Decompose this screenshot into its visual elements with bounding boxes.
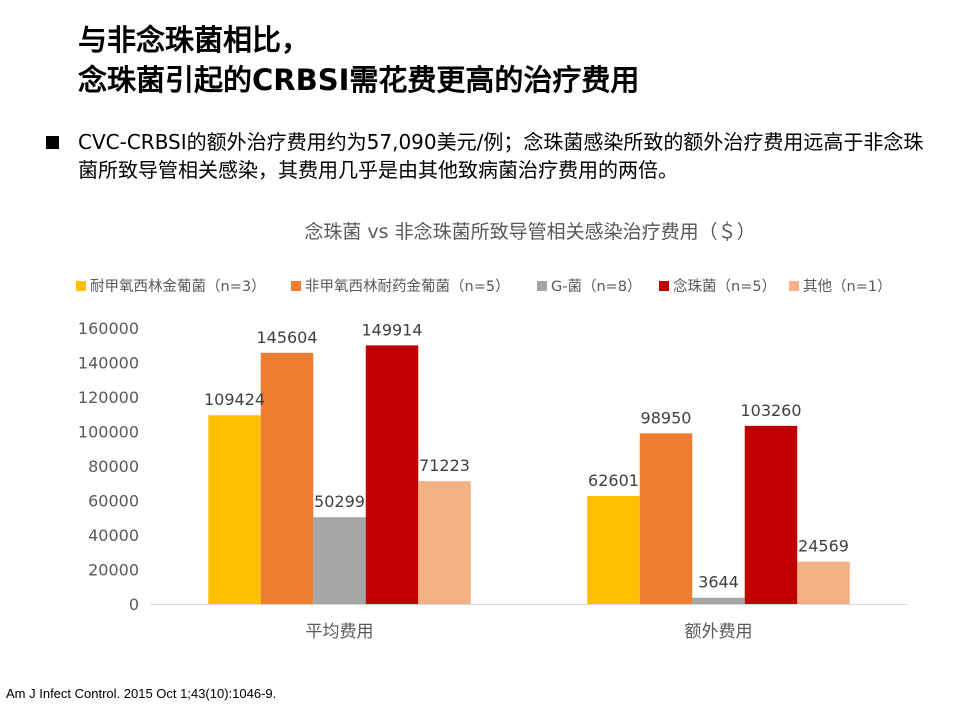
legend-label: 念珠菌（n=5） <box>673 277 776 295</box>
legend-item: G-菌（n=8） <box>537 278 642 295</box>
y-tick-label: 80000 <box>88 457 139 476</box>
data-label: 50299 <box>314 492 365 511</box>
legend-item: 念珠菌（n=5） <box>659 277 776 295</box>
data-label: 149914 <box>361 320 422 339</box>
y-tick-label: 40000 <box>88 526 139 545</box>
data-label: 109424 <box>204 390 265 409</box>
data-label: 3644 <box>698 573 739 592</box>
y-tick-label: 160000 <box>78 319 139 338</box>
data-label: 98950 <box>641 408 692 427</box>
legend-label: 其他（n=1） <box>803 278 892 295</box>
bars <box>208 345 850 604</box>
data-label: 145604 <box>256 328 317 347</box>
legend-label: G-菌（n=8） <box>551 278 642 295</box>
bar <box>260 352 314 604</box>
slide-title: 与非念珠菌相比， 念珠菌引起的CRBSI需花费更高的治疗费用 <box>78 20 639 100</box>
bar <box>639 433 693 604</box>
legend-item: 非甲氧西林耐药金葡菌（n=5） <box>291 278 510 295</box>
bullet-point: CVC-CRBSI的额外治疗费用约为57,090美元/例；念珠菌感染所致的额外治… <box>46 128 926 184</box>
legend-swatch <box>537 281 547 291</box>
y-tick-label: 140000 <box>78 354 139 373</box>
data-label: 71223 <box>419 456 470 475</box>
x-axis: 平均费用 额外费用 <box>150 604 908 642</box>
y-tick-label: 60000 <box>88 492 139 511</box>
data-label: 62601 <box>588 471 639 490</box>
bar <box>587 496 640 604</box>
y-tick-label: 0 <box>129 595 139 614</box>
bar <box>418 481 471 604</box>
y-tick-label: 120000 <box>78 388 139 407</box>
y-tick-label: 20000 <box>88 561 139 580</box>
legend-label: 非甲氧西林耐药金葡菌（n=5） <box>305 278 510 295</box>
legend-item: 其他（n=1） <box>789 278 892 295</box>
legend-swatch <box>76 281 86 291</box>
square-bullet-icon <box>46 136 59 149</box>
bar <box>208 415 261 604</box>
bar <box>313 517 366 604</box>
legend-label: 耐甲氧西林金葡菌（n=3） <box>90 278 266 295</box>
legend-item: 耐甲氧西林金葡菌（n=3） <box>76 278 266 295</box>
x-category-label: 额外费用 <box>685 622 753 642</box>
legend-swatch <box>291 281 301 291</box>
bar <box>692 597 745 604</box>
title-line-1: 与非念珠菌相比， <box>78 23 311 57</box>
title-line-2: 念珠菌引起的CRBSI需花费更高的治疗费用 <box>78 63 640 97</box>
legend: 耐甲氧西林金葡菌（n=3） 非甲氧西林耐药金葡菌（n=5） G-菌（n=8） 念珠菌（… <box>76 277 892 295</box>
data-label: 103260 <box>740 401 801 420</box>
bar <box>744 425 798 604</box>
data-labels: 109424 145604 50299 149914 71223 62601 98950 36… <box>204 320 849 591</box>
legend-swatch <box>789 281 799 291</box>
y-tick-label: 100000 <box>78 423 139 442</box>
bar <box>365 345 419 604</box>
y-axis: 0 20000 40000 60000 80000 100000 120000 140000 1… <box>78 319 139 614</box>
chart-title: 念珠菌 vs 非念珠菌所致导管相关感染治疗费用（＄） <box>304 221 756 243</box>
legend-swatch <box>659 281 669 291</box>
footnote: Am J Infect Control. 2015 Oct 1;43(10):1… <box>6 686 277 701</box>
bullet-text: CVC-CRBSI的额外治疗费用约为57,090美元/例；念珠菌感染所致的额外治… <box>78 130 924 182</box>
bar <box>797 561 850 604</box>
x-category-label: 平均费用 <box>306 622 374 642</box>
data-label: 24569 <box>798 537 849 556</box>
